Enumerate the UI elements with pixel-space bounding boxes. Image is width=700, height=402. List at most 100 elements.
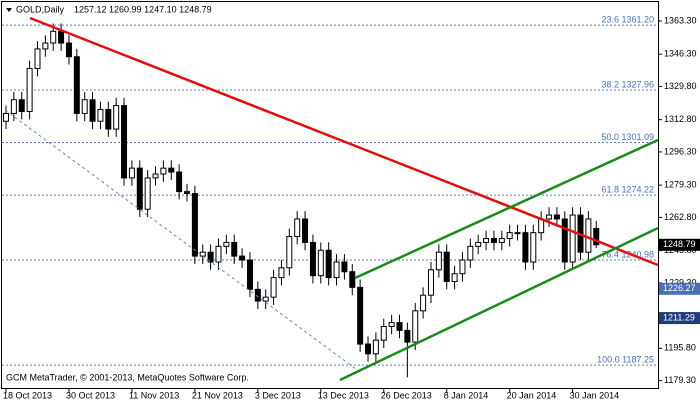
candle-body: [105, 109, 112, 130]
candle-body: [3, 112, 9, 122]
candle-body: [396, 322, 403, 331]
candle-body: [42, 42, 49, 50]
candle-body: [152, 173, 159, 179]
fib-level-label: 50.0 1301.09: [601, 132, 654, 142]
candle-body: [160, 167, 167, 175]
candle-body: [435, 251, 442, 271]
candle-body: [89, 99, 96, 122]
candle-body: [475, 241, 482, 247]
candle-body: [73, 56, 80, 114]
fib-base-line: [4, 109, 361, 373]
price-box-label: 1211.29: [663, 312, 695, 322]
candle-body: [490, 238, 497, 243]
x-tick-label: 30 Jan 2014: [570, 390, 620, 400]
candle-body: [113, 105, 120, 130]
quote: 1257.12 1260.99 1247.10 1248.79: [74, 4, 212, 14]
y-tick-label: 1296.30: [664, 146, 697, 156]
fib-level-label: 23.6 1361.20: [601, 14, 654, 24]
candle-body: [357, 286, 364, 345]
candle-body: [18, 99, 25, 112]
candle-body: [412, 310, 419, 343]
candle-body: [530, 232, 537, 263]
candle-body: [317, 249, 324, 277]
y-tick-label: 1195.80: [664, 343, 696, 353]
candle-body: [128, 167, 135, 179]
candle-body: [97, 109, 104, 122]
channel-upper: [354, 138, 659, 280]
candle-body: [239, 255, 246, 261]
y-tick-label: 1312.80: [664, 114, 697, 124]
candle-body: [136, 167, 143, 210]
candle-body: [585, 218, 592, 253]
x-tick-label: 21 Nov 2013: [192, 390, 243, 400]
candle-body: [302, 218, 309, 243]
candle-body: [404, 329, 411, 343]
candle-body: [286, 236, 293, 269]
candle-body: [121, 105, 128, 179]
candle-body: [215, 245, 222, 263]
candle-body: [58, 30, 65, 44]
candles: [3, 23, 600, 378]
plot-frame: [1, 1, 659, 389]
candle-body: [191, 193, 198, 257]
y-tick-label: 1279.30: [664, 180, 697, 190]
x-tick-label: 30 Oct 2013: [66, 390, 115, 400]
candle-body: [144, 177, 151, 210]
y-tick-label: 1262.80: [664, 212, 697, 222]
x-tick-label: 13 Dec 2013: [318, 390, 369, 400]
candle-body: [561, 218, 568, 263]
candle-body: [309, 241, 316, 277]
y-tick-label: 1329.80: [664, 81, 697, 91]
candle-body: [467, 245, 474, 261]
candle-body: [176, 171, 183, 193]
y-tick-label: 1346.30: [664, 49, 697, 59]
price-box: [659, 282, 700, 295]
candle-body: [65, 42, 72, 58]
resistance-trendline: [29, 16, 659, 267]
candle-body: [420, 294, 427, 312]
x-tick-label: 8 Jan 2014: [444, 390, 489, 400]
candle-body: [184, 191, 191, 195]
candle-body: [498, 238, 505, 243]
candle-body: [168, 167, 175, 173]
price-box: [659, 238, 700, 251]
fib-level-label: 38.2 1327.96: [601, 79, 654, 89]
candle-body: [427, 269, 434, 296]
candle-body: [514, 232, 521, 235]
candle-body: [459, 259, 466, 275]
candle-body: [26, 67, 33, 112]
candle-body: [231, 241, 238, 257]
candle-body: [50, 30, 57, 44]
candle-body: [325, 249, 332, 279]
price-box: [659, 312, 700, 325]
candle-body: [372, 339, 379, 355]
y-tick-label: 1179.30: [664, 375, 696, 385]
candle-body: [333, 261, 340, 279]
candle-body: [223, 241, 230, 247]
candle-body: [278, 267, 285, 279]
candle-body: [294, 218, 301, 238]
candle-body: [81, 99, 88, 114]
x-tick-label: 11 Nov 2013: [129, 390, 179, 400]
fib-level-label: 100.0 1187.25: [597, 354, 654, 364]
symbol-menu-icon[interactable]: [6, 8, 12, 12]
candle-body: [506, 232, 513, 240]
candle-body: [349, 271, 356, 288]
candle-body: [365, 343, 372, 355]
candle-body: [262, 296, 269, 302]
channel-lower: [339, 226, 659, 382]
footer: GCM MetaTrader, © 2001-2013, MetaQuotes …: [6, 372, 249, 382]
candle-body: [254, 288, 261, 302]
candle-body: [483, 238, 490, 243]
axes: 1363.30 1346.30 1329.80 1312.80 1296.30 1279.…: [3, 15, 700, 400]
candle-body: [34, 48, 41, 69]
candle-body: [246, 259, 253, 290]
x-tick-label: 20 Jan 2014: [507, 390, 557, 400]
candle-body: [388, 322, 395, 327]
candle-body: [341, 261, 348, 273]
price-box-label: 1226.27: [663, 283, 696, 293]
y-tick-label: 1363.30: [664, 15, 697, 25]
fib-level-label: 61.8 1274.22: [601, 184, 654, 194]
